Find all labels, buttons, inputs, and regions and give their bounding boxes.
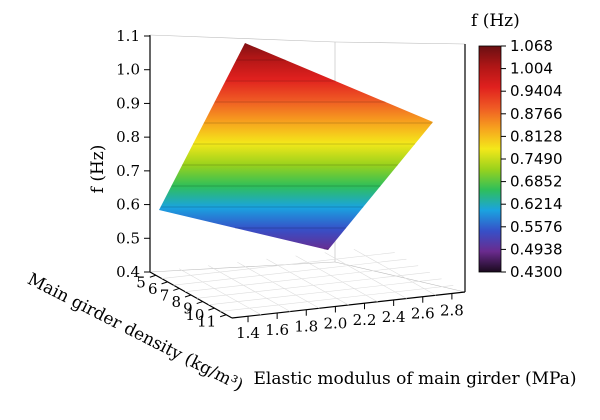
floor-grid-line bbox=[178, 268, 262, 316]
floor-grid-line bbox=[161, 252, 395, 279]
x-tick-mark bbox=[196, 301, 203, 305]
x-tick-label: 5 bbox=[136, 273, 146, 291]
x-tick-label: 11 bbox=[197, 313, 216, 331]
x-tick-mark bbox=[161, 281, 168, 285]
z-tick-label: 0.4 bbox=[116, 263, 140, 281]
colorbar-tick-label: 0.4300 bbox=[510, 263, 563, 281]
y-tick-label: 2.2 bbox=[353, 311, 377, 329]
colorbar-tick-label: 0.6214 bbox=[510, 195, 563, 213]
y-axis-label: Elastic modulus of main girder (MPa) bbox=[254, 369, 577, 389]
y-tick-label: 2.8 bbox=[440, 301, 464, 319]
z-tick-label: 1.1 bbox=[116, 27, 140, 45]
z-tick-label: 0.8 bbox=[116, 128, 140, 146]
colorbar-tick-label: 0.8766 bbox=[510, 105, 563, 123]
x-tick-label: 6 bbox=[148, 280, 158, 298]
y-axis-ticks: 1.4 1.6 1.8 2.0 2.2 2.4 2.6 2.8 bbox=[236, 301, 464, 342]
x-tick-mark bbox=[208, 307, 215, 311]
colorbar-tick-label: 0.4938 bbox=[510, 240, 563, 258]
surface-contours bbox=[160, 59, 433, 250]
z-tick-label: 1.0 bbox=[116, 61, 140, 79]
colorbar-ticks: 1.068 1.004 0.9404 0.8766 0.8128 0.7490 0.6852… bbox=[501, 37, 563, 281]
y-tick-label: 1.6 bbox=[265, 321, 289, 339]
x-tick-label: 10 bbox=[185, 306, 204, 324]
x-tick-label: 8 bbox=[171, 293, 181, 311]
y-tick-label: 2.0 bbox=[323, 314, 347, 332]
x-tick-mark bbox=[173, 287, 180, 291]
floor-grid-line bbox=[237, 261, 320, 309]
colorbar-tick-label: 0.9404 bbox=[510, 82, 563, 100]
colorbar: f (Hz) 1.068 1.004 0.9404 0.8766 0.8128 0.749… bbox=[471, 11, 563, 281]
z-tick-label: 0.7 bbox=[116, 162, 140, 180]
z-tick-label: 0.5 bbox=[116, 229, 140, 247]
colorbar-tick-label: 0.6852 bbox=[510, 173, 563, 191]
floor-grid-line bbox=[173, 258, 407, 286]
y-tick-label: 1.4 bbox=[236, 324, 260, 342]
x-tick-label: 7 bbox=[160, 286, 170, 304]
x-tick-mark bbox=[184, 294, 192, 298]
x-tick-label: 9 bbox=[183, 300, 193, 318]
floor-grid-line bbox=[295, 255, 378, 303]
floor-grid-line bbox=[196, 271, 430, 299]
floor-grid-line bbox=[324, 252, 407, 299]
tick-marks bbox=[144, 35, 453, 323]
colorbar-ramp bbox=[478, 45, 502, 273]
y-tick-label: 2.6 bbox=[411, 305, 435, 323]
colorbar-tick-label: 0.7490 bbox=[510, 150, 563, 168]
surface-plane bbox=[159, 43, 433, 250]
floor-grid-line bbox=[266, 258, 349, 306]
colorbar-tick-label: 0.8128 bbox=[510, 127, 563, 145]
colorbar-title: f (Hz) bbox=[471, 11, 520, 31]
floor-grid-line bbox=[353, 248, 437, 296]
floor-grid-line bbox=[208, 278, 442, 306]
x-tick-mark bbox=[149, 274, 157, 278]
floor-grid-line bbox=[220, 285, 454, 312]
floor-grid bbox=[161, 248, 454, 316]
z-axis-ticks: 0.4 0.5 0.6 0.7 0.8 0.9 1.0 1.1 bbox=[116, 27, 140, 281]
z-tick-label: 0.6 bbox=[116, 196, 140, 214]
x-tick-mark bbox=[219, 314, 227, 318]
floor-grid-line bbox=[208, 265, 291, 312]
colorbar-tick-label: 1.068 bbox=[510, 37, 553, 55]
z-axis-label: f (Hz) bbox=[88, 145, 108, 194]
colorbar-tick-label: 0.5576 bbox=[510, 218, 563, 236]
y-tick-label: 1.8 bbox=[294, 318, 318, 336]
x-axis-label: Main girder density (kg/m³) bbox=[24, 269, 246, 395]
colorbar-tick-label: 1.004 bbox=[510, 60, 553, 78]
floor-grid-line bbox=[185, 265, 419, 293]
z-tick-label: 0.9 bbox=[116, 94, 140, 112]
y-tick-label: 2.4 bbox=[382, 308, 406, 326]
